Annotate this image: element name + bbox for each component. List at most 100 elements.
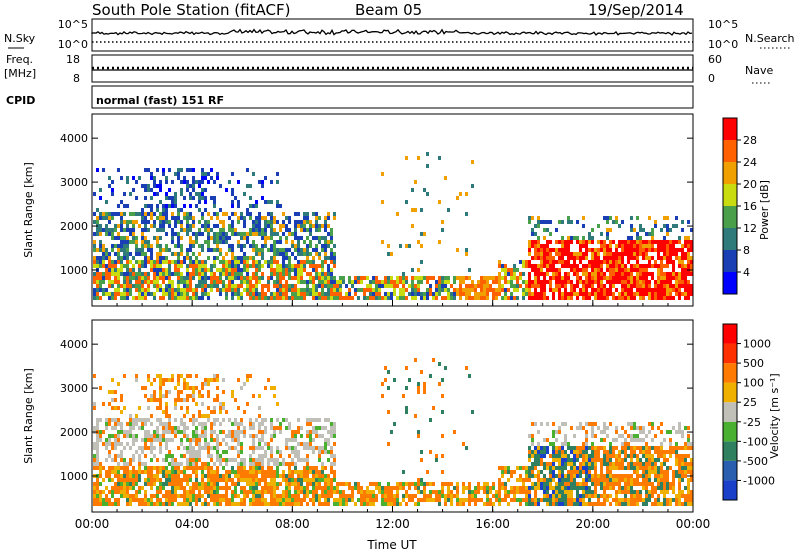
data-cell (102, 252, 105, 256)
data-cell (189, 466, 192, 470)
data-cell (297, 224, 300, 228)
data-cell (231, 296, 234, 300)
data-cell (186, 398, 189, 402)
data-cell (288, 502, 291, 506)
data-cell (657, 280, 660, 284)
data-cell (579, 494, 582, 498)
data-cell (231, 446, 234, 450)
data-cell (171, 296, 174, 300)
data-cell (252, 474, 255, 478)
data-cell (396, 490, 399, 494)
data-cell (342, 490, 345, 494)
data-cell (114, 212, 117, 216)
data-cell (339, 482, 342, 486)
data-cell (267, 486, 270, 490)
data-cell (318, 280, 321, 284)
data-cell (198, 244, 201, 248)
data-cell (183, 470, 186, 474)
data-cell (666, 248, 669, 252)
data-cell (396, 296, 399, 300)
data-cell (171, 204, 174, 208)
colorbar-segment (723, 206, 737, 228)
data-cell (564, 296, 567, 300)
data-cell (207, 212, 210, 216)
data-cell (657, 248, 660, 252)
data-cell (306, 212, 309, 216)
data-cell (192, 268, 195, 272)
data-cell (567, 296, 570, 300)
data-cell (624, 446, 627, 450)
data-cell (141, 446, 144, 450)
data-cell (642, 276, 645, 280)
data-cell (222, 236, 225, 240)
data-cell (648, 272, 651, 276)
data-cell (645, 470, 648, 474)
data-cell (228, 248, 231, 252)
data-cell (609, 474, 612, 478)
data-cell (540, 454, 543, 458)
data-cell (273, 280, 276, 284)
data-cell (582, 502, 585, 506)
data-cell (315, 434, 318, 438)
data-cell (552, 470, 555, 474)
data-cell (405, 482, 408, 486)
data-cell (150, 442, 153, 446)
data-cell (96, 438, 99, 442)
data-cell (210, 430, 213, 434)
data-cell (627, 466, 630, 470)
data-cell (315, 264, 318, 268)
data-cell (315, 228, 318, 232)
data-cell (129, 470, 132, 474)
data-cell (387, 280, 390, 284)
data-cell (231, 272, 234, 276)
data-cell (225, 410, 228, 414)
data-cell (684, 236, 687, 240)
data-cell (138, 264, 141, 268)
data-cell (243, 490, 246, 494)
data-cell (141, 450, 144, 454)
data-cell (627, 482, 630, 486)
data-cell (315, 288, 318, 292)
data-cell (642, 430, 645, 434)
data-cell (270, 454, 273, 458)
data-cell (330, 236, 333, 240)
data-cell (243, 276, 246, 280)
data-cell (525, 284, 528, 288)
data-cell (105, 232, 108, 236)
data-cell (156, 470, 159, 474)
data-cell (258, 280, 261, 284)
data-cell (534, 482, 537, 486)
data-cell (213, 418, 216, 422)
data-cell (255, 478, 258, 482)
data-cell (135, 414, 138, 418)
data-cell (411, 280, 414, 284)
data-cell (618, 490, 621, 494)
data-cell (621, 426, 624, 430)
data-cell (210, 268, 213, 272)
data-cell (255, 490, 258, 494)
data-cell (663, 272, 666, 276)
data-cell (321, 474, 324, 478)
data-cell (645, 474, 648, 478)
data-cell (207, 236, 210, 240)
data-cell (627, 236, 630, 240)
data-cell (126, 462, 129, 466)
data-cell (243, 494, 246, 498)
data-cell (321, 244, 324, 248)
data-cell (315, 272, 318, 276)
data-cell (195, 470, 198, 474)
data-cell (276, 264, 279, 268)
data-cell (270, 232, 273, 236)
data-cell (204, 434, 207, 438)
data-cell (204, 438, 207, 442)
data-cell (117, 288, 120, 292)
data-cell (633, 466, 636, 470)
data-cell (633, 256, 636, 260)
data-cell (615, 280, 618, 284)
data-cell (606, 454, 609, 458)
data-cell (543, 454, 546, 458)
data-cell (288, 498, 291, 502)
data-cell (303, 268, 306, 272)
data-cell (399, 486, 402, 490)
data-cell (186, 272, 189, 276)
